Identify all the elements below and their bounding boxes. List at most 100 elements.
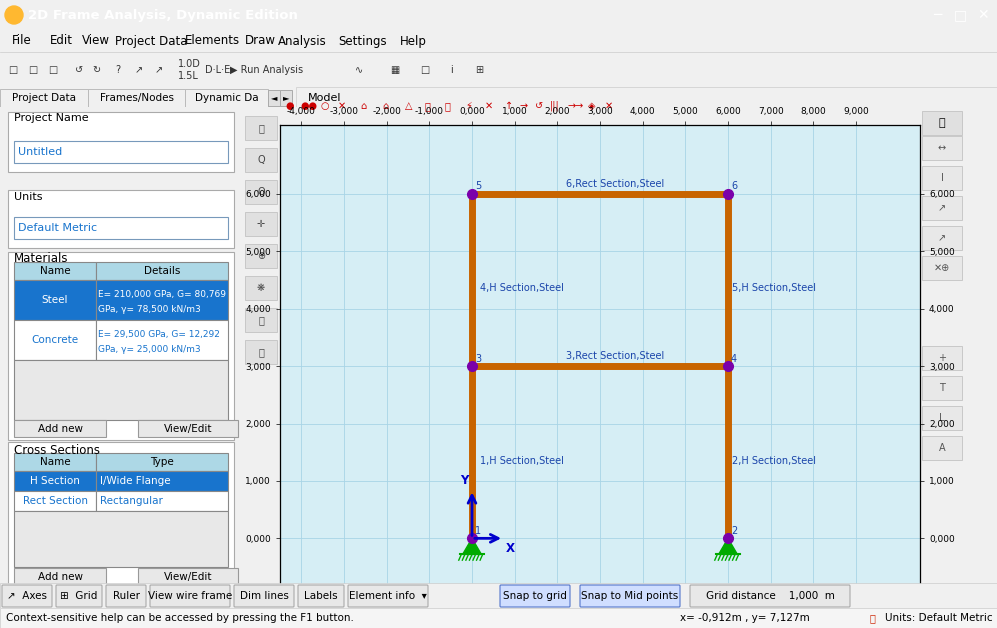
Bar (280, 90, 292, 106)
Text: Untitled: Untitled (18, 147, 62, 157)
Bar (88, 89, 185, 107)
Text: Model: Model (308, 93, 342, 103)
Text: →→: →→ (568, 101, 584, 111)
FancyBboxPatch shape (234, 585, 294, 607)
Bar (96, 471, 228, 491)
Text: Add new: Add new (38, 572, 83, 582)
Text: □: □ (420, 65, 430, 75)
Text: ↔: ↔ (938, 143, 946, 153)
Text: Frames/Nodes: Frames/Nodes (100, 93, 173, 103)
Text: 1.0D
1.5L: 1.0D 1.5L (178, 59, 200, 81)
Text: ↗: ↗ (938, 233, 946, 243)
Text: ✕: ✕ (977, 8, 989, 22)
Text: 📋: 📋 (258, 347, 264, 357)
Bar (14, 568, 106, 585)
Bar (8, 190, 234, 248)
Text: Elements: Elements (185, 35, 240, 48)
Text: i: i (450, 65, 453, 75)
Text: Ruler: Ruler (113, 591, 140, 601)
Text: ⌂: ⌂ (382, 101, 388, 111)
Text: E= 29,500 GPa, G= 12,292: E= 29,500 GPa, G= 12,292 (98, 330, 220, 340)
Text: Project Data: Project Data (12, 93, 76, 103)
Text: I: I (940, 173, 943, 183)
Text: D·L·E: D·L·E (205, 65, 230, 75)
Text: ⊕: ⊕ (257, 251, 265, 261)
Text: Rectangular: Rectangular (100, 496, 163, 506)
Text: 2: 2 (731, 526, 737, 536)
Bar (268, 90, 280, 106)
Text: File: File (12, 35, 32, 48)
Text: □: □ (8, 65, 17, 75)
Text: Add new: Add new (38, 424, 83, 434)
Bar (96, 453, 228, 471)
Bar (14, 280, 96, 320)
Text: Name: Name (40, 266, 71, 276)
Text: View wire frame: View wire frame (148, 591, 232, 601)
Bar (14, 217, 228, 239)
Text: ✕: ✕ (338, 101, 346, 111)
Bar (245, 276, 277, 300)
Bar (14, 320, 96, 360)
Text: Details: Details (144, 266, 180, 276)
Bar (14, 453, 96, 471)
Text: 🔍: 🔍 (258, 123, 264, 133)
Text: Snap to grid: Snap to grid (503, 591, 567, 601)
Text: ?: ? (115, 65, 120, 75)
Bar (14, 360, 228, 420)
Text: GPa, γ= 78,500 kN/m3: GPa, γ= 78,500 kN/m3 (98, 305, 200, 315)
Text: 📋: 📋 (258, 315, 264, 325)
Bar (245, 340, 277, 364)
Bar (245, 244, 277, 268)
Bar (245, 212, 277, 236)
Text: H Section: H Section (30, 476, 80, 486)
FancyBboxPatch shape (690, 585, 850, 607)
Bar (922, 406, 962, 430)
Polygon shape (463, 538, 482, 555)
Bar (922, 166, 962, 190)
Text: View/Edit: View/Edit (164, 424, 212, 434)
Bar (138, 420, 238, 437)
Text: →: → (520, 101, 528, 111)
Text: ✕: ✕ (605, 101, 613, 111)
Text: □: □ (953, 8, 966, 22)
Text: ↗: ↗ (938, 203, 946, 213)
Bar (245, 308, 277, 332)
Text: 3,Rect Section,Steel: 3,Rect Section,Steel (566, 351, 664, 361)
Bar (922, 136, 962, 160)
Text: 4,H Section,Steel: 4,H Section,Steel (480, 283, 563, 293)
Text: ⓜ: ⓜ (870, 613, 876, 623)
Bar (14, 420, 106, 437)
Text: Default Metric: Default Metric (18, 223, 97, 233)
Text: L: L (939, 413, 945, 423)
Text: ✛: ✛ (257, 219, 265, 229)
Text: ⊞: ⊞ (475, 65, 484, 75)
Text: Project Name: Project Name (14, 113, 89, 123)
Text: Element info  ▾: Element info ▾ (349, 591, 427, 601)
Text: 6,Rect Section,Steel: 6,Rect Section,Steel (566, 179, 664, 189)
Text: ↑: ↑ (505, 101, 513, 111)
Text: ⌂: ⌂ (360, 101, 366, 111)
Text: x= -0,912m , y= 7,127m: x= -0,912m , y= 7,127m (680, 613, 810, 623)
Text: Q: Q (257, 155, 265, 165)
Bar (8, 252, 234, 440)
Bar (922, 376, 962, 400)
Text: View/Edit: View/Edit (164, 572, 212, 582)
Text: Edit: Edit (50, 35, 73, 48)
Text: ❋: ❋ (257, 283, 265, 293)
Text: Settings: Settings (338, 35, 387, 48)
Text: Grid distance    1,000  m: Grid distance 1,000 m (706, 591, 834, 601)
Polygon shape (719, 538, 738, 555)
Text: ↗: ↗ (155, 65, 164, 75)
Bar (8, 442, 234, 590)
Bar (14, 511, 228, 567)
Bar (245, 148, 277, 172)
Text: ►: ► (283, 94, 289, 102)
Text: ▦: ▦ (390, 65, 399, 75)
Text: ▶ Run Analysis: ▶ Run Analysis (230, 65, 303, 75)
Bar (922, 436, 962, 460)
Text: 5,H Section,Steel: 5,H Section,Steel (732, 283, 817, 293)
Text: Name: Name (40, 457, 71, 467)
Bar (138, 568, 238, 585)
FancyBboxPatch shape (348, 585, 428, 607)
Text: Cross Sections: Cross Sections (14, 445, 100, 458)
